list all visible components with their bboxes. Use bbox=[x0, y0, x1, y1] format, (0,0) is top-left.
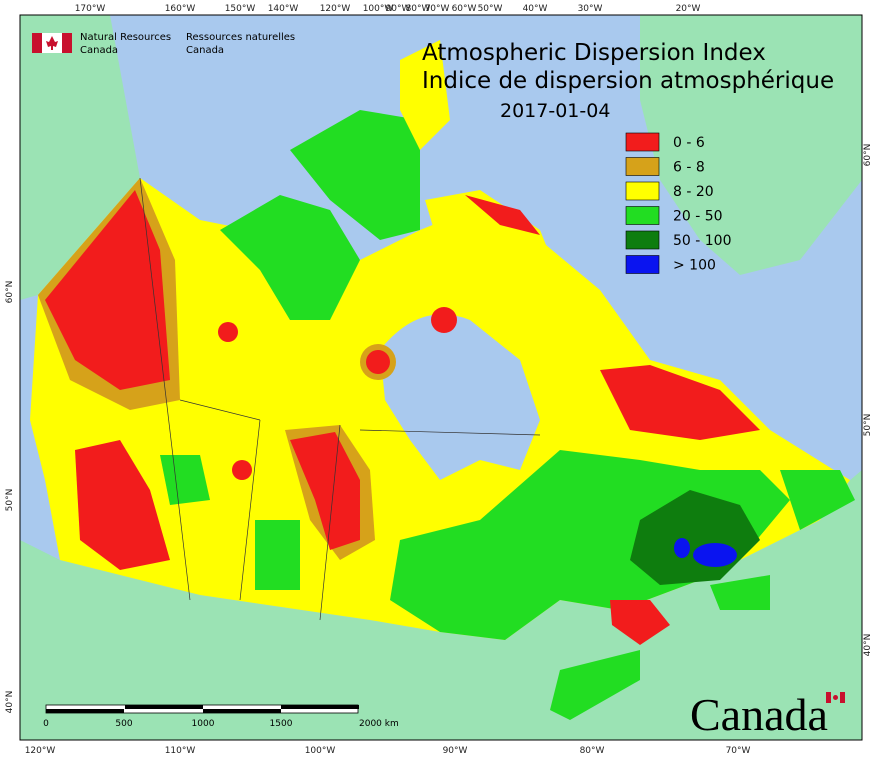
scale-bar-segment bbox=[281, 705, 359, 709]
longitude-label: 120°W bbox=[25, 746, 56, 756]
red-spot bbox=[431, 307, 457, 333]
agency-logo bbox=[32, 33, 72, 53]
scale-bar-segment bbox=[203, 709, 281, 713]
legend-label: 50 - 100 bbox=[673, 233, 732, 249]
scale-bar-segment bbox=[125, 705, 203, 709]
province-borders bbox=[139, 177, 541, 621]
longitude-label: 150°W bbox=[225, 4, 256, 14]
longitude-label: 90°W bbox=[443, 746, 468, 756]
alaska bbox=[20, 15, 140, 300]
longitude-label: 90°W bbox=[386, 4, 411, 14]
longitude-label: 40°W bbox=[523, 4, 548, 14]
scale-bar bbox=[45, 704, 359, 714]
maple-leaf bbox=[46, 36, 58, 50]
flag-bar bbox=[62, 33, 72, 53]
title-fr: Indice de dispersion atmosphérique bbox=[422, 68, 834, 94]
red-prairie bbox=[290, 432, 360, 550]
green-arctic bbox=[220, 195, 360, 320]
green-newfoundland bbox=[780, 470, 855, 530]
blue-area bbox=[693, 543, 737, 567]
red-baffin bbox=[465, 195, 540, 235]
red-nw bbox=[45, 190, 170, 390]
longitude-label: 70°W bbox=[726, 746, 751, 756]
agency-en: Natural Resources bbox=[80, 32, 171, 43]
longitude-label: 50°W bbox=[478, 4, 503, 14]
usa bbox=[20, 470, 862, 740]
longitude-label: 30°W bbox=[578, 4, 603, 14]
longitude-label: 20°W bbox=[676, 4, 701, 14]
longitude-label: 100°W bbox=[305, 746, 336, 756]
latitude-label: 50°N bbox=[863, 414, 873, 437]
scale-label: 500 bbox=[115, 719, 132, 729]
blue-area bbox=[674, 538, 690, 558]
flag-bar bbox=[840, 692, 845, 703]
legend-swatch bbox=[625, 255, 660, 274]
green-sask bbox=[255, 520, 300, 590]
green-bc bbox=[160, 455, 210, 505]
map-frame bbox=[19, 14, 863, 741]
longitude-label: 80°W bbox=[580, 746, 605, 756]
longitude-label: 110°W bbox=[165, 746, 196, 756]
longitude-label: 170°W bbox=[75, 4, 106, 14]
agency-fr: Ressources naturelles bbox=[186, 32, 295, 43]
legend-label: > 100 bbox=[673, 258, 716, 274]
greenland bbox=[640, 15, 862, 275]
yellow-baffin bbox=[425, 190, 560, 300]
longitude-label: 60°W bbox=[452, 4, 477, 14]
title-en: Atmospheric Dispersion Index bbox=[422, 40, 766, 66]
red-spot bbox=[366, 350, 390, 374]
longitude-label: 80°W bbox=[406, 4, 431, 14]
legend-label: 8 - 20 bbox=[673, 184, 714, 200]
wordmark: Canada bbox=[690, 689, 828, 740]
yellow-ellesmere bbox=[400, 40, 450, 150]
legend-swatch bbox=[625, 157, 660, 176]
red-ontario bbox=[610, 600, 670, 645]
red-spot bbox=[232, 460, 252, 480]
green-south bbox=[550, 650, 640, 720]
maple-leaf bbox=[833, 695, 838, 700]
scale-label: 1000 bbox=[192, 719, 215, 729]
legend-label: 20 - 50 bbox=[673, 209, 723, 225]
longitude-label: 160°W bbox=[165, 4, 196, 14]
date: 2017-01-04 bbox=[500, 100, 610, 122]
latitude-label: 50°N bbox=[5, 489, 15, 512]
latitude-label: 40°N bbox=[863, 634, 873, 657]
latitude-label: 60°N bbox=[863, 144, 873, 167]
scale-label: 0 bbox=[43, 719, 49, 729]
red-spot bbox=[218, 322, 238, 342]
flag-bar bbox=[826, 692, 831, 703]
scale-bar-segment bbox=[46, 709, 124, 713]
wordmark-flag bbox=[826, 692, 845, 703]
flag-bar bbox=[32, 33, 42, 53]
red-bc bbox=[75, 440, 170, 570]
hudson-bay bbox=[380, 314, 540, 480]
latitude-label: 60°N bbox=[5, 281, 15, 304]
latitude-label: 40°N bbox=[5, 691, 15, 714]
legend-swatch bbox=[625, 132, 660, 152]
legend-label: 0 - 6 bbox=[673, 135, 705, 151]
scale-label: 1500 bbox=[270, 719, 293, 729]
scale-label: 2000 km bbox=[359, 719, 399, 729]
red-labrador bbox=[600, 365, 760, 440]
agency-fr: Canada bbox=[186, 45, 224, 56]
legend-label: 6 - 8 bbox=[673, 160, 705, 176]
green-arctic-islands bbox=[290, 110, 420, 240]
longitude-label: 100°W bbox=[363, 4, 394, 14]
longitude-label: 140°W bbox=[268, 4, 299, 14]
legend-swatch bbox=[625, 230, 660, 250]
agency-en: Canada bbox=[80, 45, 118, 56]
longitude-label: 120°W bbox=[320, 4, 351, 14]
legend-swatch bbox=[625, 206, 660, 225]
longitude-label: 70°W bbox=[425, 4, 450, 14]
green-maritimes bbox=[710, 575, 770, 610]
legend-swatch bbox=[625, 181, 660, 201]
